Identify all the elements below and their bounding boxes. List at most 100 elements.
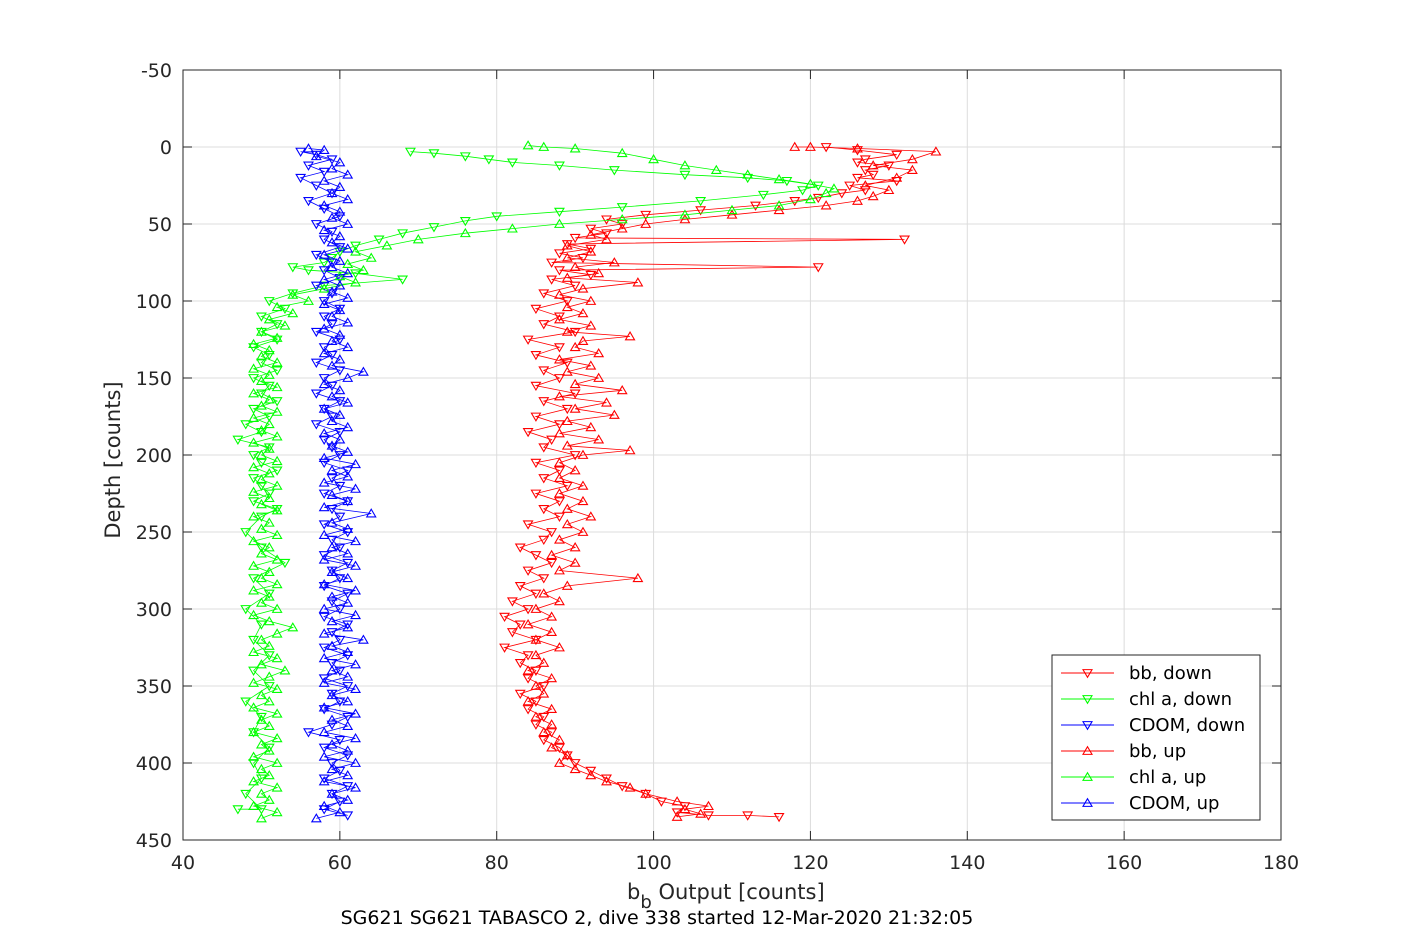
data-point-marker [553,743,565,753]
data-point-marker [514,543,526,553]
data-point-marker [263,640,275,650]
data-point-marker [334,797,346,807]
data-point-marker [255,572,267,583]
data-point-marker [577,480,589,490]
data-point-marker [334,666,346,676]
data-point-marker [522,651,534,661]
data-point-marker [412,234,424,244]
data-point-marker [812,263,824,273]
legend-marker-swatch [1082,695,1093,705]
data-point-marker [271,603,283,613]
data-point-marker [318,726,330,737]
data-point-marker [553,161,565,171]
data-point-marker [891,172,903,182]
data-point-marker [538,735,550,746]
data-point-marker [255,427,267,438]
data-point-marker [812,193,824,204]
data-point-marker [318,266,330,276]
data-point-marker [577,253,589,264]
data-point-marker [342,397,354,407]
x-tick-label: 80 [485,852,509,874]
data-point-marker [538,588,550,598]
data-point-marker [561,749,573,760]
data-point-marker [585,295,597,305]
data-point-marker [671,811,683,821]
y-tick-label: 350 [136,676,172,698]
data-point-marker [310,358,322,368]
data-point-marker [522,605,534,615]
data-point-marker [271,628,283,638]
axes [182,69,1282,841]
data-point-marker [326,517,338,527]
data-point-marker [248,726,260,737]
data-point-marker [318,323,330,333]
data-point-marker [342,495,354,506]
data-point-marker [624,782,636,792]
data-point-marker [326,412,338,422]
data-point-marker [553,595,565,606]
x-axis-label: bb Output [counts] [627,880,825,913]
data-point-marker [303,266,314,276]
data-point-marker [240,697,252,707]
data-point-marker [334,384,346,395]
data-point-marker [326,759,338,769]
data-point-marker [553,391,565,401]
data-point-marker [248,511,260,521]
y-tick-label: 300 [136,599,172,621]
x-tick-label: 100 [635,852,671,874]
data-point-marker [310,220,322,230]
data-point-marker [538,535,550,546]
data-point-marker [357,634,369,644]
data-point-marker [326,187,338,198]
data-point-marker [859,186,871,196]
data-point-marker [263,566,275,576]
data-point-marker [342,421,354,432]
data-point-marker [303,143,314,153]
data-point-marker [781,176,793,187]
data-point-marker [334,434,346,444]
data-point-marker [553,488,565,498]
data-point-marker [632,277,644,287]
data-point-marker [553,314,565,324]
data-point-marker [365,508,377,518]
data-point-marker [342,682,354,692]
data-point-marker [318,167,330,177]
data-point-marker [530,603,542,613]
data-point-marker [522,335,534,345]
data-point-marker [326,289,338,299]
data-point-marker [326,258,338,268]
data-point-marker [616,203,628,213]
data-point-marker [546,728,558,738]
data-point-marker [350,277,362,287]
data-point-marker [828,183,840,193]
data-point-marker [334,206,346,216]
data-point-marker [553,512,565,522]
legend-label: CDOM, up [1129,793,1219,814]
data-point-marker [240,420,252,430]
data-point-marker [522,705,534,715]
data-point-marker [459,152,471,162]
data-point-marker [616,223,628,233]
data-point-marker [287,622,299,632]
data-point-marker [334,451,346,461]
data-point-marker [553,312,565,322]
data-point-marker [263,794,275,804]
data-point-marker [538,474,550,484]
data-point-marker [255,659,267,669]
data-point-marker [538,657,550,667]
data-point-marker [271,301,283,312]
legend-entry: chl a, down [1061,689,1232,710]
data-point-marker [750,201,761,211]
data-point-marker [867,160,879,170]
data-point-marker [695,808,707,818]
data-point-marker [334,273,346,284]
data-point-marker [318,774,330,784]
data-point-marker [334,806,346,817]
data-point-marker [240,528,252,538]
data-point-marker [553,420,565,430]
data-point-marker [350,585,362,595]
data-point-marker [287,263,299,273]
data-point-marker [350,535,362,546]
data-point-marker [342,292,354,302]
data-point-marker [318,343,330,353]
